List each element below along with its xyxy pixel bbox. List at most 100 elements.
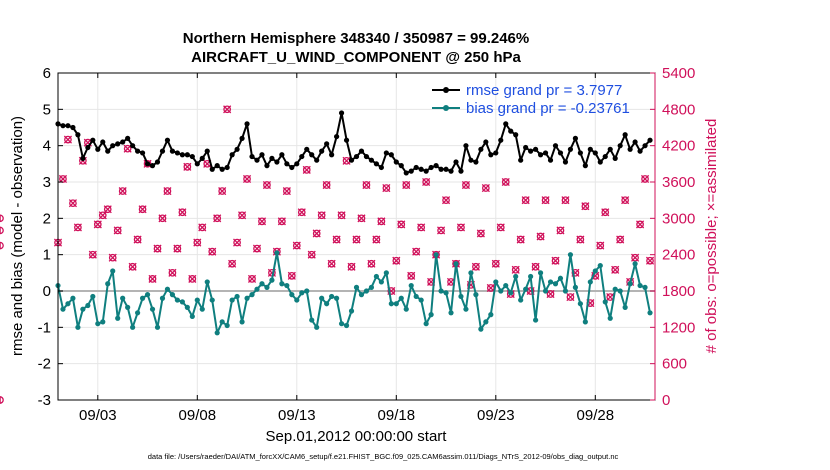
obs-cross-b [397, 220, 406, 229]
y-right-tick-label: 4200 [662, 138, 695, 155]
obs-circle [158, 214, 167, 223]
obs-cross-b [128, 262, 137, 271]
obs-circle [596, 241, 605, 250]
obs-cross-b [88, 250, 97, 259]
obs-circle [337, 211, 346, 220]
bias-point [289, 292, 295, 298]
rmse-point [135, 148, 141, 154]
bias-point [144, 292, 151, 298]
bias-point [105, 281, 111, 287]
obs-marker [153, 244, 162, 253]
obs-circle [183, 163, 192, 171]
obs-cross-b [277, 217, 286, 226]
obs-circle [312, 229, 321, 238]
y-left-tick-label: 4 [43, 138, 51, 155]
bias-point [642, 284, 648, 290]
obs-marker [501, 177, 510, 187]
rmse-point [309, 152, 315, 158]
x-tick-label: 09/23 [477, 407, 515, 424]
obs-marker [73, 223, 82, 232]
rmse-point [139, 150, 146, 156]
obs-cross-b [252, 244, 262, 253]
rmse-point [269, 155, 275, 161]
rmse-point [334, 133, 340, 140]
bias-point [547, 279, 554, 285]
obs-marker [631, 253, 640, 262]
obs-circle [253, 244, 261, 253]
obs-marker [113, 226, 122, 235]
obs-cross-b [292, 241, 301, 250]
obs-marker [332, 235, 341, 244]
obs-marker [481, 183, 490, 193]
bias-point [324, 301, 330, 307]
bias-point [199, 306, 205, 312]
bias-point [572, 284, 579, 290]
rmse-point [572, 135, 579, 141]
bias-point [473, 292, 479, 298]
y-left-tick-label: 2 [43, 210, 51, 227]
obs-marker [168, 268, 177, 277]
bias-point [70, 295, 76, 301]
obs-marker [302, 165, 311, 174]
obs-marker [347, 262, 356, 271]
obs-cross-b [486, 283, 495, 293]
obs-cross-b [417, 223, 426, 232]
obs-marker [238, 211, 247, 220]
bias-point [274, 250, 280, 256]
obs-marker [566, 292, 575, 302]
rmse-point [289, 164, 295, 171]
obs-circle [382, 184, 391, 192]
bias-point [408, 282, 414, 289]
y-ticks-right: 0 600 1200 1800 2400 3000 3600 4200 4800 5400 [650, 65, 695, 409]
obs-cross-b [208, 247, 217, 256]
rmse-point [110, 143, 116, 149]
bias-point [602, 299, 608, 305]
bias-point [542, 288, 549, 294]
obs-cross-b [501, 177, 510, 187]
obs-marker [128, 262, 137, 271]
obs-marker [362, 180, 371, 190]
rmse-point [154, 159, 161, 165]
bias-point [90, 293, 96, 300]
bias-point [493, 279, 499, 285]
rmse-point [179, 152, 185, 158]
obs-circle [541, 196, 550, 205]
bias-point [329, 293, 335, 300]
obs-circle [248, 275, 256, 283]
rmse-point [533, 146, 539, 152]
rmse-point [478, 146, 484, 152]
obs-marker [188, 274, 197, 283]
obs-marker [307, 250, 316, 259]
obs-marker [88, 250, 97, 259]
y-right-tick-label: 1800 [662, 283, 695, 300]
obs-cross-b [168, 268, 177, 277]
bias-point [179, 299, 185, 305]
obs-cross-b [242, 174, 252, 184]
bias-point [334, 295, 340, 301]
rmse-point [174, 150, 180, 156]
obs-circle [64, 135, 72, 144]
obs-circle [278, 217, 286, 226]
obs-circle [646, 256, 654, 265]
rmse-point [642, 143, 648, 149]
rmse-point [199, 155, 205, 161]
obs-marker [352, 235, 361, 244]
obs-circle [491, 259, 500, 268]
obs-marker [521, 196, 530, 205]
obs-marker [536, 232, 545, 241]
rmse-point [582, 163, 588, 169]
obs-cross-b [422, 177, 431, 187]
bias-point [95, 321, 101, 327]
bias-point [353, 284, 360, 290]
obs-circle [238, 211, 246, 220]
obs-cross-b [103, 205, 112, 214]
obs-circle [223, 105, 231, 114]
bias-point [115, 315, 121, 321]
obs-circle [636, 220, 644, 229]
obs-marker [616, 235, 625, 244]
bias-point [164, 286, 171, 292]
bias-point [383, 270, 389, 276]
obs-circle [621, 196, 630, 205]
obs-cross-b [640, 174, 650, 184]
obs-circle [457, 223, 465, 232]
